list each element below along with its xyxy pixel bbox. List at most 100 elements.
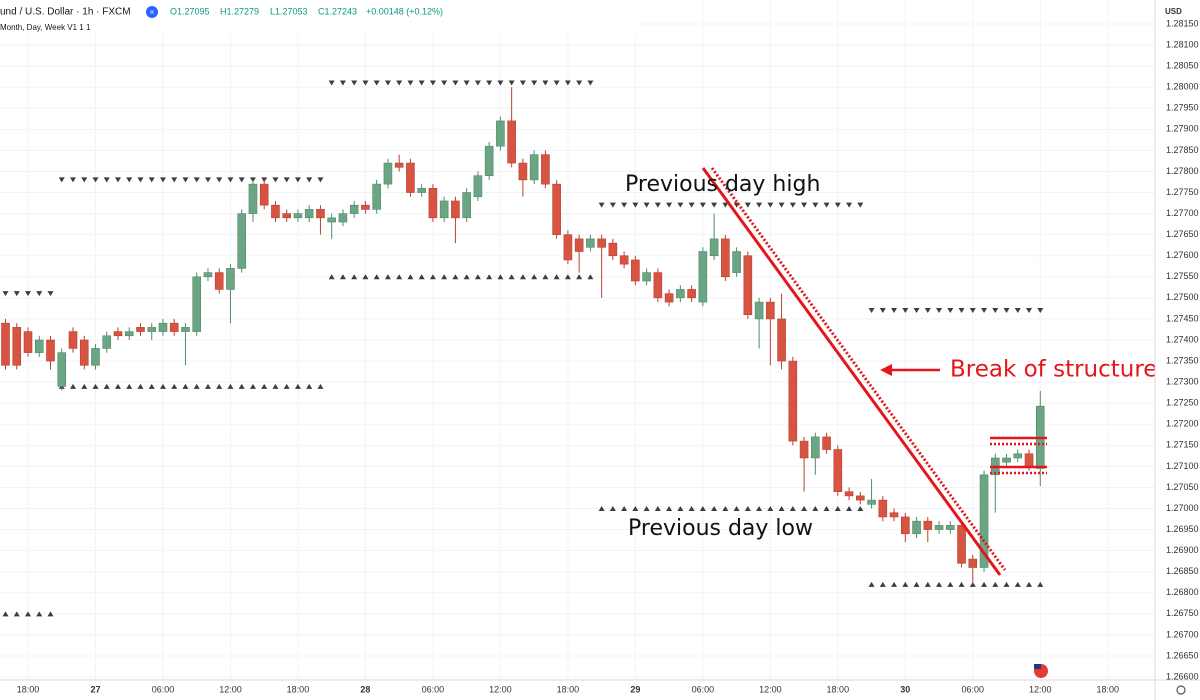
header: und / U.S. Dollar · 1h · FXCM « O1.27095… <box>0 0 640 34</box>
collapse-button[interactable] <box>146 6 158 18</box>
candle-body <box>698 251 708 303</box>
candle-body <box>1 322 10 366</box>
candle-body <box>169 322 179 332</box>
candle-body <box>574 238 584 252</box>
y-tick-label: 1.27600 <box>1166 250 1199 260</box>
candle-body <box>383 162 393 185</box>
candle-body <box>934 525 944 530</box>
y-tick-label: 1.28100 <box>1166 39 1199 49</box>
candle-body <box>968 558 978 568</box>
y-tick-label: 1.27100 <box>1166 461 1199 471</box>
candle-body <box>57 352 67 387</box>
candle-body <box>136 327 145 332</box>
y-tick-label: 1.28050 <box>1166 61 1199 71</box>
y-tick-label: 1.27400 <box>1166 334 1199 344</box>
annotation: Break of structure <box>950 357 1157 383</box>
ohlc-close: C1.27243 <box>318 6 357 16</box>
candle-body <box>642 272 651 282</box>
candle-body <box>889 512 899 518</box>
y-tick-label: 1.27200 <box>1166 419 1199 429</box>
candle-body <box>1002 457 1011 463</box>
candle-body <box>12 327 22 366</box>
y-tick-label: 1.27500 <box>1166 292 1199 302</box>
candle-body <box>428 188 438 219</box>
event-flag-canton <box>1034 664 1041 669</box>
candle-body <box>732 251 741 273</box>
y-tick-label: 1.28000 <box>1166 82 1199 92</box>
y-tick-label: 1.27350 <box>1166 355 1199 365</box>
candle-body <box>844 491 854 497</box>
x-tick-label: 18:00 <box>1096 684 1119 694</box>
candle-body <box>867 499 876 505</box>
ohlc-low: L1.27053 <box>270 6 308 16</box>
grid <box>0 0 1155 680</box>
settings-button[interactable] <box>1176 685 1186 695</box>
candle-body <box>945 525 955 530</box>
candle-body <box>1013 453 1023 459</box>
arrow-head <box>880 364 892 376</box>
candle-body <box>833 449 843 492</box>
ohlc-change: +0.00148 (+0.12%) <box>366 6 443 16</box>
annotation: Previous day low <box>628 516 813 541</box>
candle-body <box>417 188 426 193</box>
candle-body <box>608 242 618 257</box>
candle-body <box>878 499 888 518</box>
trend-line-dotted <box>710 167 1007 571</box>
candle-body <box>192 276 202 332</box>
candle-body <box>462 192 471 219</box>
y-tick-label: 1.27650 <box>1166 229 1199 239</box>
x-tick-label: 18:00 <box>17 684 40 694</box>
y-tick-label: 1.27950 <box>1166 103 1199 113</box>
candle-body <box>597 238 606 248</box>
candle-body <box>248 183 258 214</box>
symbol-title: und / U.S. Dollar · 1h · FXCM <box>0 7 131 18</box>
candle-body <box>563 234 573 261</box>
day-low-level <box>2 611 54 617</box>
candle-body <box>912 520 921 535</box>
ohlc-open: O1.27095 <box>170 6 210 16</box>
candle-body <box>721 238 730 278</box>
candle-body <box>664 293 674 303</box>
candle-body <box>709 238 719 257</box>
trend-line <box>701 167 1002 576</box>
day-low-level <box>598 506 864 512</box>
day-high-level <box>58 177 324 183</box>
candle-body <box>484 145 494 176</box>
marks <box>1 80 1045 617</box>
drawings: Previous day high Previous day low Break… <box>625 167 1157 576</box>
day-high-level <box>2 291 54 297</box>
collapse-icon: « <box>150 7 155 16</box>
y-tick-label: 1.26800 <box>1166 587 1199 597</box>
indicator-title: Month, Day, Week V1 1 1 <box>0 23 91 32</box>
y-tick-label: 1.27150 <box>1166 440 1199 450</box>
y-tick-label: 1.28150 <box>1166 18 1199 28</box>
candle-body <box>979 474 989 568</box>
y-tick-label: 1.27550 <box>1166 271 1199 281</box>
candle-body <box>619 255 629 265</box>
y-tick-label: 1.27900 <box>1166 124 1199 134</box>
candle-body <box>957 525 966 564</box>
candle-body <box>282 213 291 219</box>
candle-body <box>102 335 112 349</box>
candle-body <box>394 162 404 168</box>
candle-body <box>91 348 100 366</box>
candle-body <box>923 520 933 530</box>
day-low-level <box>58 383 324 389</box>
candle-body <box>158 322 168 332</box>
candle-body <box>541 154 550 185</box>
candle-body <box>293 213 303 219</box>
x-tick-label: 18:00 <box>557 684 580 694</box>
x-tick-label: 28 <box>360 684 370 694</box>
price-axis <box>1155 0 1200 700</box>
y-tick-label: 1.27700 <box>1166 208 1199 218</box>
y-tick-label: 1.26950 <box>1166 524 1199 534</box>
candle-body <box>34 339 44 353</box>
candle-body <box>327 217 336 223</box>
y-tick-label: 1.27250 <box>1166 398 1199 408</box>
y-tick-label: 1.26750 <box>1166 608 1199 618</box>
candle-body <box>529 154 539 181</box>
x-tick-label: 06:00 <box>692 684 715 694</box>
candle-body <box>473 175 483 198</box>
candle-body <box>518 162 528 181</box>
